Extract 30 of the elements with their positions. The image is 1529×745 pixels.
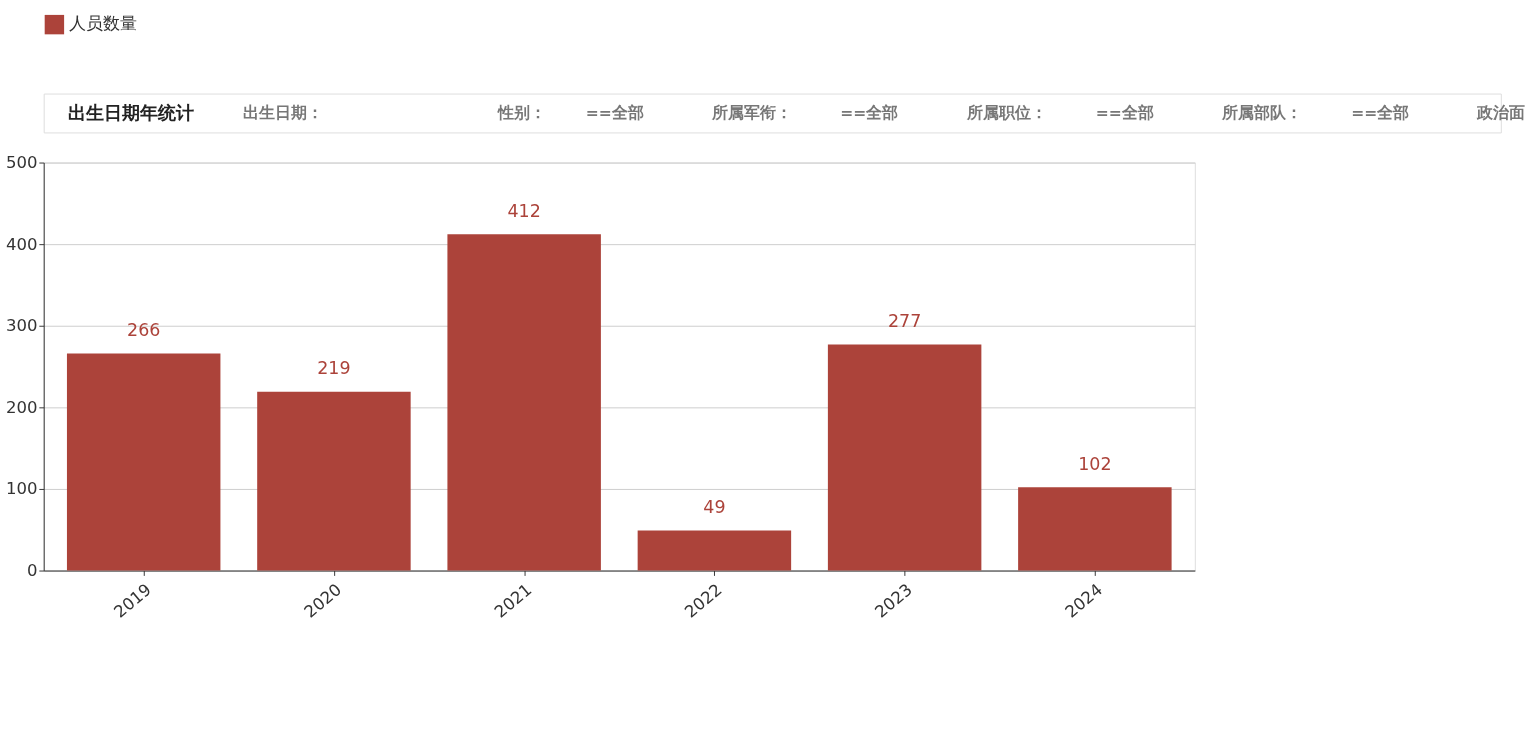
data-label: 412 [507,200,541,221]
legend-label: 人员数量 [68,14,137,34]
chart-title: 出生日期年统计 [68,101,194,123]
bar [66,353,221,571]
y-tick-label: 500 [5,152,38,172]
bar [257,391,411,571]
bar [637,530,792,571]
data-label: 49 [703,497,726,518]
text: ==全部 [585,103,644,122]
text: 所属军衔： [711,103,793,122]
data-label: 102 [1078,453,1112,474]
bar [827,344,982,571]
y-tick-label: 100 [5,479,38,499]
y-tick-label: 200 [5,397,38,417]
text: 出生日期： [242,103,323,122]
text: 性别： [497,103,547,122]
y-tick-label: 300 [5,316,38,336]
y-tick-label: 400 [5,234,38,254]
text: ==全部 [1351,103,1410,122]
text: 政治面 [1475,103,1525,122]
text: ==全部 [1095,103,1154,122]
bar [447,234,601,571]
bar [1018,487,1172,571]
y-tick-label: 0 [26,560,38,580]
data-label: 266 [127,320,161,341]
data-label: 277 [887,311,922,332]
text: 所属部队： [1221,103,1303,122]
text: 所属职位： [965,103,1047,122]
data-label: 219 [317,358,351,379]
text: ==全部 [840,103,899,122]
